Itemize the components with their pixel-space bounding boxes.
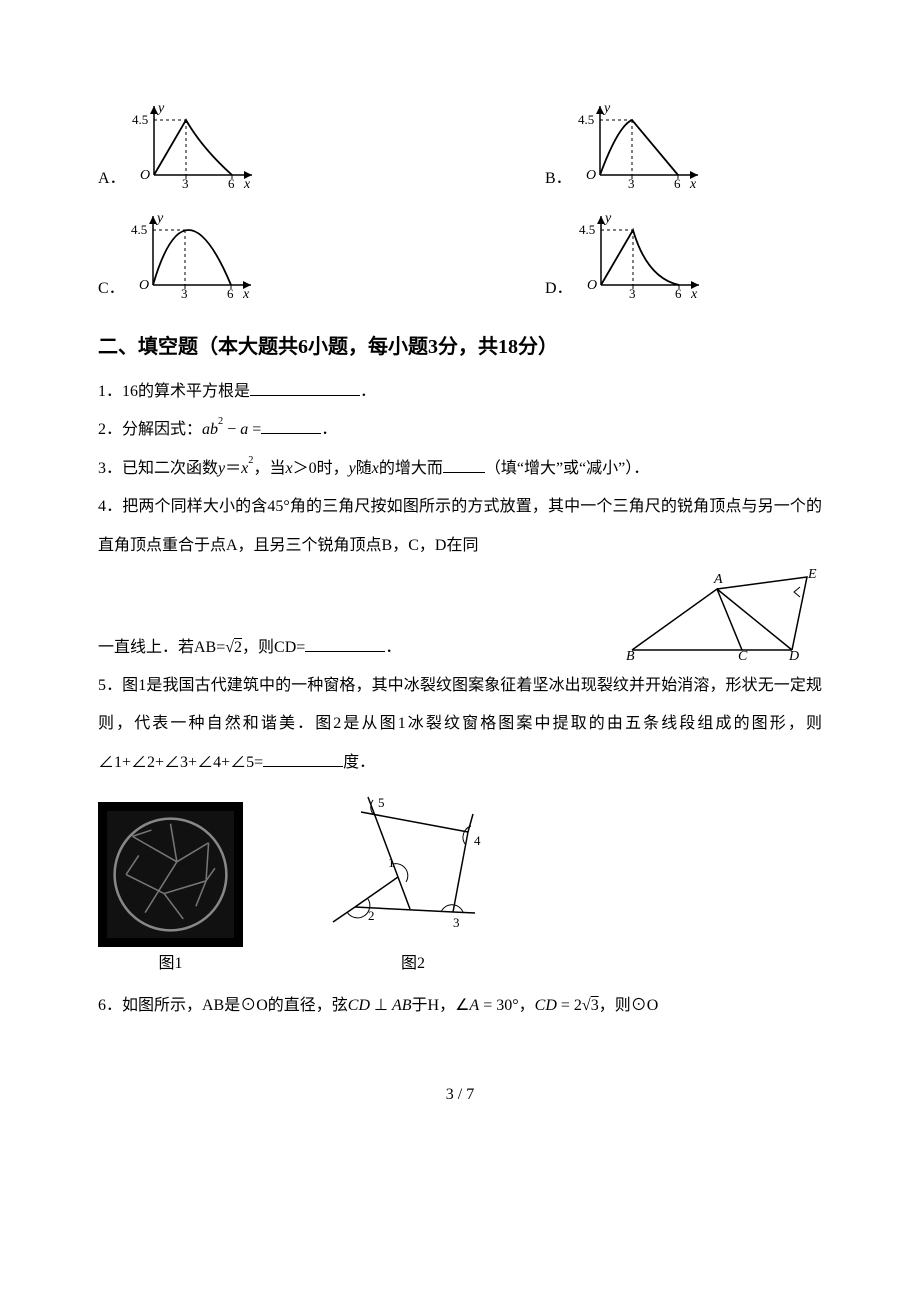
q2-blank — [261, 416, 321, 435]
svg-text:3: 3 — [182, 176, 189, 190]
q3-t4: 随 — [356, 460, 372, 477]
svg-text:C: C — [738, 649, 748, 660]
svg-text:E: E — [807, 567, 817, 582]
q5-figures: 图1 — [98, 792, 822, 973]
question-6: 6．如图所示，AB是⊙O的直径，弦CD ⊥ AB于H，∠A = 30°，CD =… — [98, 987, 822, 1025]
svg-text:x: x — [242, 287, 250, 300]
q1-blank — [250, 377, 360, 396]
q3-x0: x — [285, 460, 292, 477]
question-2: 2．分解因式：ab2 − a = ． — [98, 411, 822, 449]
svg-text:x: x — [689, 177, 697, 190]
q4-blank — [305, 633, 385, 652]
svg-text:3: 3 — [453, 915, 460, 930]
q4-figure: A B C D E — [622, 565, 822, 660]
svg-text:4.5: 4.5 — [578, 112, 594, 127]
q5-t2: 度． — [343, 754, 375, 771]
svg-text:4: 4 — [474, 833, 481, 848]
question-4-p1: 4．把两个同样大小的含45°角的三角尺按如图所示的方式放置，其中一个三角尺的锐角… — [98, 488, 822, 565]
svg-text:1: 1 — [388, 855, 395, 870]
chart-b: O 4.5 3 6 x y — [578, 100, 708, 190]
chart-c: O 4.5 3 6 x y — [131, 210, 261, 300]
question-1: 1．16的算术平方根是 ． — [98, 373, 822, 411]
svg-text:2: 2 — [368, 908, 375, 923]
q4-p2b: ，则CD= — [242, 639, 305, 656]
svg-text:D: D — [788, 649, 799, 660]
option-d: D． O 4.5 3 6 x y — [545, 210, 822, 300]
section-2-header: 二、填空题（本大题共6小题，每小题3分，共18分） — [98, 330, 822, 359]
q3-t1: 3．已知二次函数 — [98, 460, 218, 477]
q2-suffix: ． — [321, 421, 337, 438]
page-number: 3 / 7 — [98, 1086, 822, 1104]
option-c-label: C． — [98, 274, 125, 300]
question-4-line2: 一直线上．若AB=√2，则CD= ． A B C D E — [98, 565, 822, 667]
chart-a: O 4.5 3 6 x y — [132, 100, 262, 190]
q5-fig2: 1 2 3 4 5 — [313, 792, 513, 942]
q3-blank — [443, 454, 485, 473]
svg-text:4.5: 4.5 — [579, 222, 595, 237]
q4-p2c: ． — [385, 639, 401, 656]
q2-expr: ab2 − a = — [202, 421, 261, 438]
option-d-label: D． — [545, 274, 573, 300]
question-5: 5．图1是我国古代建筑中的一种窗格，其中冰裂纹图案象征着坚冰出现裂纹并开始消溶，… — [98, 667, 822, 782]
svg-text:3: 3 — [629, 286, 636, 300]
svg-text:y: y — [155, 211, 164, 226]
q5-fig1-block: 图1 — [98, 802, 243, 973]
svg-text:O: O — [587, 278, 597, 293]
q1-prefix: 1．16的算术平方根是 — [98, 383, 250, 400]
q5-t: 5．图1是我国古代建筑中的一种窗格，其中冰裂纹图案象征着坚冰出现裂纹并开始消溶，… — [98, 677, 822, 771]
svg-text:O: O — [139, 278, 149, 293]
q6-ang: ∠A = 30° — [455, 997, 519, 1014]
q6-perp: CD ⊥ AB — [348, 997, 412, 1014]
svg-text:3: 3 — [181, 286, 188, 300]
question-3: 3．已知二次函数y＝x2，当x＞0时，y随x的增大而（填“增大”或“减小”）． — [98, 450, 822, 488]
q6-t1: 6．如图所示，AB是⊙O的直径，弦 — [98, 997, 348, 1014]
svg-text:O: O — [586, 168, 596, 183]
svg-text:x: x — [243, 177, 251, 190]
svg-text:O: O — [140, 168, 150, 183]
q3-t2: ，当 — [253, 460, 285, 477]
q3-t6: （填“增大”或“减小”）． — [485, 460, 649, 477]
chart-d: O 4.5 3 6 x y — [579, 210, 709, 300]
q3-x: x — [372, 460, 379, 477]
svg-text:A: A — [713, 572, 723, 587]
q3-t5: 的增大而 — [379, 460, 443, 477]
svg-text:5: 5 — [378, 795, 385, 810]
q4-sqrt2: √2 — [225, 639, 242, 656]
svg-text:y: y — [156, 101, 165, 116]
option-a: A． O 4.5 3 6 x y — [98, 100, 375, 190]
svg-text:4.5: 4.5 — [132, 112, 148, 127]
svg-text:y: y — [602, 101, 611, 116]
q1-suffix: ． — [360, 383, 376, 400]
q2-prefix: 2．分解因式： — [98, 421, 202, 438]
q3-t3: ＞0时， — [293, 460, 349, 477]
svg-text:4.5: 4.5 — [131, 222, 147, 237]
option-a-label: A． — [98, 164, 126, 190]
svg-text:B: B — [626, 649, 635, 660]
q6-comma: ， — [519, 997, 535, 1014]
q6-t2: 于H， — [412, 997, 456, 1014]
q6-t3: ，则⊙O — [599, 997, 659, 1014]
q5-fig2-block: 1 2 3 4 5 图2 — [313, 792, 513, 973]
q3-yx2: y＝x2 — [218, 460, 253, 477]
option-b: B． O 4.5 3 6 x y — [545, 100, 822, 190]
option-c: C． O 4.5 3 6 x y — [98, 210, 375, 300]
q5-blank — [263, 748, 343, 767]
q4-p2a: 一直线上．若AB= — [98, 639, 225, 656]
q5-fig1 — [98, 802, 243, 947]
svg-text:x: x — [690, 287, 698, 300]
q5-cap2: 图2 — [313, 949, 513, 973]
q6-cd: CD = 2√3 — [535, 997, 599, 1014]
svg-text:y: y — [603, 211, 612, 226]
svg-text:3: 3 — [628, 176, 635, 190]
q5-cap1: 图1 — [98, 949, 243, 973]
option-b-label: B． — [545, 164, 572, 190]
q3-y: y — [349, 460, 356, 477]
